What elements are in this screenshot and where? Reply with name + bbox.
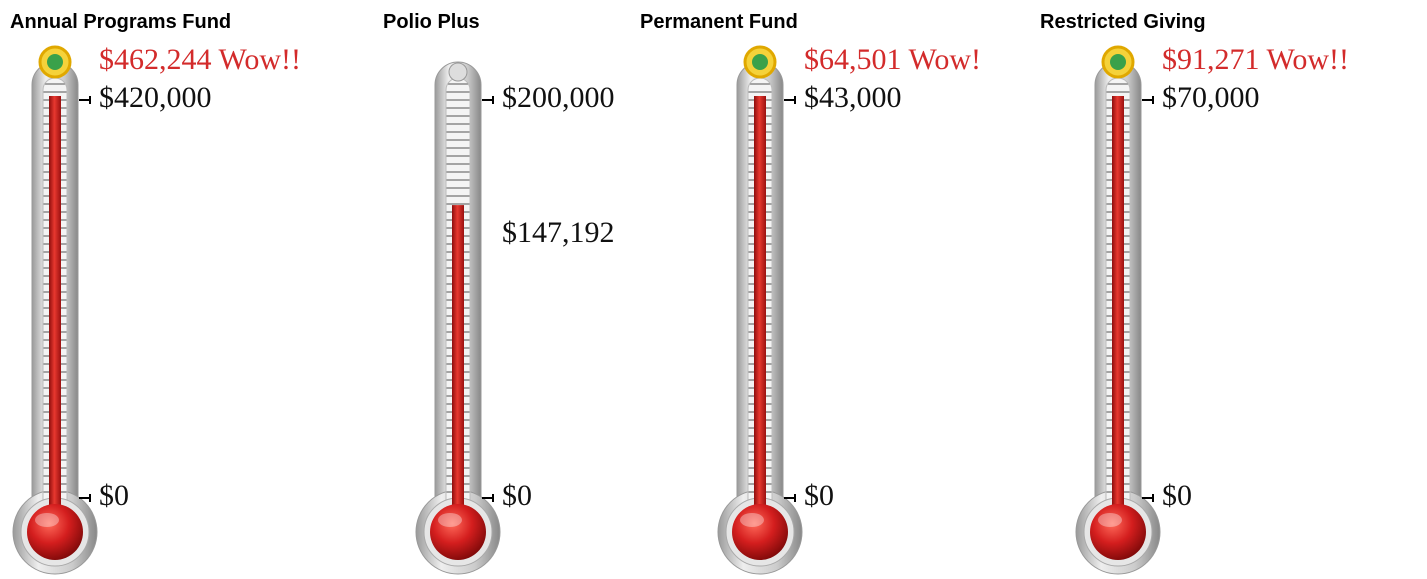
thermometer: $0 $43,000 $64,501 Wow! — [718, 0, 981, 574]
bulb-shine — [740, 513, 764, 527]
y-tick-label: $43,000 — [804, 81, 902, 114]
bulb — [1090, 504, 1146, 560]
y-tick-label: $0 — [502, 479, 532, 512]
mercury — [49, 60, 61, 518]
bulb-shine — [35, 513, 59, 527]
goal-badge-coin — [752, 54, 768, 70]
tube-cap — [449, 63, 467, 81]
chart-title: Annual Programs Fund — [10, 11, 231, 33]
thermometer: $0 $420,000 $462,244 Wow!! — [13, 43, 301, 574]
chart-title: Restricted Giving — [1040, 11, 1206, 33]
y-tick-label: $200,000 — [502, 81, 615, 114]
chart-title: Polio Plus — [383, 11, 480, 33]
value-label: $64,501 Wow! — [804, 43, 981, 76]
y-tick-label: $70,000 — [1162, 81, 1260, 114]
bulb — [732, 504, 788, 560]
bulb-shine — [438, 513, 462, 527]
y-tick-label: $0 — [804, 479, 834, 512]
goal-badge-coin — [1110, 54, 1126, 70]
value-label: $91,271 Wow!! — [1162, 43, 1349, 76]
y-tick-label: $0 — [1162, 479, 1192, 512]
mercury — [452, 205, 464, 518]
value-label: $462,244 Wow!! — [99, 43, 301, 76]
bulb — [27, 504, 83, 560]
chart-title: Permanent Fund — [640, 11, 798, 33]
y-tick-label: $420,000 — [99, 81, 212, 114]
bulb — [430, 504, 486, 560]
thermometer: $0 $200,000 $147,192 — [416, 62, 615, 574]
goal-badge-coin — [47, 54, 63, 70]
value-label: $147,192 — [502, 216, 615, 249]
y-tick-label: $0 — [99, 479, 129, 512]
thermometer: $0 $70,000 $91,271 Wow!! — [1076, 0, 1349, 574]
thermometer-panel: Annual Programs Fund $0 $420,000 $462,244 W… — [0, 0, 1427, 579]
bulb-shine — [1098, 513, 1122, 527]
